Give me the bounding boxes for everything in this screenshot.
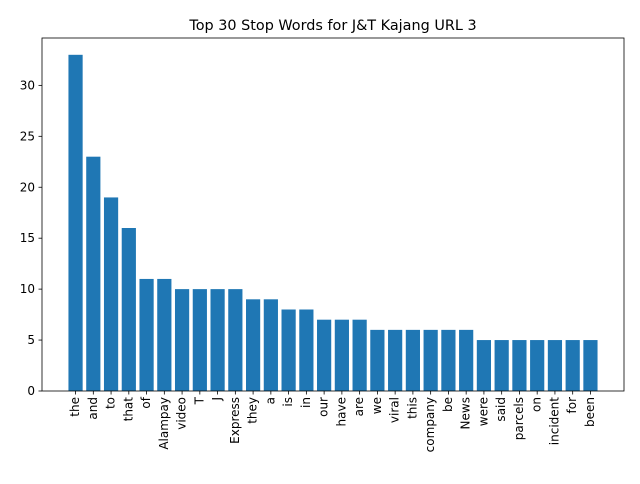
y-tick-label: 10: [20, 282, 35, 296]
x-tick-label: have: [334, 397, 348, 426]
bar-our: [317, 319, 332, 391]
bar-be: [441, 329, 456, 391]
bar-Alampay: [157, 278, 172, 391]
x-axis: the and to that of Alampay video T J Express they a…: [68, 391, 597, 452]
x-tick-label: incident: [547, 397, 561, 445]
bar-T: [192, 289, 207, 391]
x-tick-label: said: [494, 397, 508, 422]
y-tick-label: 0: [27, 384, 35, 398]
bar-video: [174, 289, 190, 391]
bar-parcels: [512, 340, 527, 391]
bar-on: [530, 340, 545, 391]
x-tick-label: parcels: [512, 397, 526, 440]
x-tick-label: we: [370, 397, 384, 414]
x-tick-label: video: [175, 397, 189, 430]
bar-have: [334, 319, 349, 391]
bar-that: [121, 228, 136, 391]
plot-frame: [41, 37, 625, 392]
x-tick-label: be: [441, 397, 455, 412]
bar-they: [246, 299, 261, 391]
bar-to: [103, 197, 119, 391]
x-tick-label: Express: [228, 397, 242, 444]
bar-incident: [547, 340, 563, 391]
bar-News: [459, 329, 474, 391]
x-tick-label: they: [246, 397, 260, 424]
x-tick-label: that: [121, 397, 135, 422]
x-tick-label: are: [352, 397, 366, 416]
x-tick-label: company: [423, 397, 437, 452]
bar-the: [68, 54, 83, 392]
bar-and: [86, 156, 101, 391]
x-tick-label: in: [299, 397, 313, 408]
bar-is: [281, 309, 296, 391]
bar-a: [263, 299, 278, 391]
x-tick-label: this: [405, 397, 419, 419]
y-tick-label: 30: [20, 78, 35, 92]
x-tick-label: News: [459, 397, 473, 429]
x-tick-label: and: [86, 397, 100, 420]
bar-for: [565, 340, 580, 391]
x-tick-label: T: [192, 396, 206, 405]
x-tick-label: been: [583, 397, 597, 427]
bar-were: [476, 340, 492, 391]
x-tick-label: for: [565, 397, 579, 414]
x-tick-label: Alampay: [157, 397, 171, 450]
x-tick-label: J: [210, 397, 224, 402]
y-tick-label: 25: [20, 129, 35, 143]
bar-in: [299, 309, 314, 391]
bar-said: [494, 340, 509, 391]
bar-J: [210, 289, 225, 391]
bars-group: [68, 54, 598, 392]
chart-title: Top 30 Stop Words for J&T Kajang URL 3: [188, 18, 476, 34]
bar-this: [405, 329, 420, 391]
x-tick-label: on: [530, 397, 544, 412]
x-tick-label: our: [317, 397, 331, 417]
x-tick-label: the: [68, 397, 82, 417]
bar-of: [139, 278, 154, 391]
y-axis: 0 5 10 15 20 25 30: [20, 78, 42, 398]
x-tick-label: of: [139, 396, 153, 408]
bar-are: [352, 319, 367, 391]
x-tick-label: is: [281, 397, 295, 407]
x-tick-label: viral: [388, 397, 402, 423]
x-tick-label: to: [104, 397, 118, 409]
y-tick-label: 20: [20, 180, 35, 194]
bar-we: [370, 329, 385, 391]
y-tick-label: 5: [27, 333, 35, 347]
bar-Express: [228, 289, 243, 391]
x-tick-label: were: [476, 397, 490, 426]
x-tick-label: a: [263, 397, 277, 404]
bar-company: [423, 329, 438, 391]
bar-been: [583, 340, 598, 391]
bar-viral: [388, 329, 403, 391]
y-tick-label: 15: [20, 231, 35, 245]
